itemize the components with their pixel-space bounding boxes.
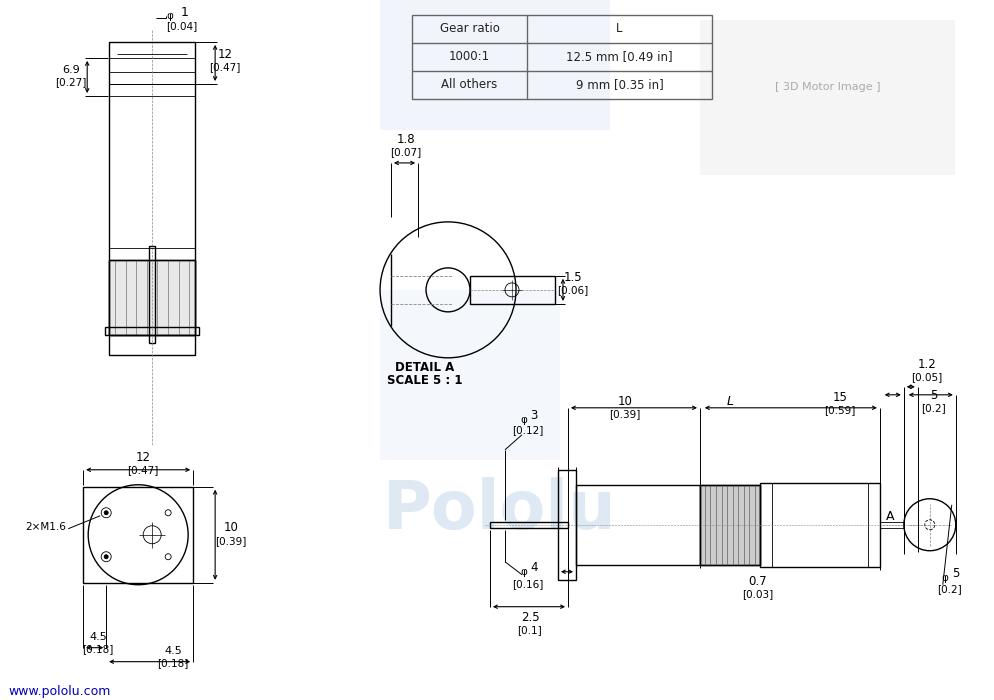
- Text: [0.04]: [0.04]: [166, 21, 198, 31]
- Text: [0.1]: [0.1]: [517, 624, 542, 635]
- Bar: [576, 485, 699, 565]
- Text: 1.8: 1.8: [397, 134, 414, 146]
- Text: 12: 12: [135, 452, 150, 464]
- Bar: [380, 0, 609, 130]
- Text: 5: 5: [951, 567, 958, 580]
- Text: [0.47]: [0.47]: [209, 62, 241, 72]
- Text: [0.2]: [0.2]: [936, 584, 961, 594]
- Text: 12: 12: [218, 48, 233, 62]
- Bar: [699, 20, 954, 175]
- Text: 1.5: 1.5: [563, 272, 581, 284]
- Text: 6.9: 6.9: [63, 65, 80, 75]
- Bar: [558, 470, 576, 580]
- Text: φ: φ: [167, 11, 173, 21]
- Text: φ: φ: [520, 567, 527, 577]
- Text: 5: 5: [929, 389, 936, 402]
- Text: All others: All others: [441, 78, 497, 92]
- Text: [0.2]: [0.2]: [920, 402, 945, 413]
- Text: 1000:1: 1000:1: [448, 50, 490, 64]
- Text: SCALE 5 : 1: SCALE 5 : 1: [387, 374, 462, 387]
- Bar: [412, 15, 711, 99]
- Text: φ: φ: [520, 415, 527, 425]
- Text: Pololu: Pololu: [383, 477, 616, 542]
- Text: 0.7: 0.7: [747, 575, 766, 588]
- Bar: [149, 246, 155, 343]
- Text: L: L: [726, 395, 733, 408]
- Text: 10: 10: [617, 395, 632, 408]
- Text: L: L: [615, 22, 622, 36]
- Text: [0.12]: [0.12]: [512, 425, 543, 435]
- Text: [0.03]: [0.03]: [742, 589, 772, 598]
- Circle shape: [104, 511, 108, 514]
- Text: [ 3D Motor Image ]: [ 3D Motor Image ]: [773, 83, 880, 92]
- Text: [0.47]: [0.47]: [127, 465, 159, 475]
- Text: [0.18]: [0.18]: [83, 644, 113, 654]
- Text: [0.07]: [0.07]: [390, 147, 421, 157]
- Circle shape: [104, 554, 108, 559]
- Text: 1.2: 1.2: [916, 358, 935, 371]
- Text: [0.39]: [0.39]: [608, 409, 640, 419]
- Text: 2.5: 2.5: [520, 611, 539, 624]
- Text: [0.27]: [0.27]: [56, 77, 86, 87]
- Bar: [699, 485, 759, 565]
- Text: [0.18]: [0.18]: [157, 658, 189, 668]
- Bar: [380, 290, 560, 460]
- Text: 1: 1: [180, 6, 188, 20]
- Text: 10: 10: [224, 522, 239, 534]
- Bar: [699, 485, 759, 565]
- Text: 15: 15: [832, 391, 847, 405]
- Bar: [469, 276, 555, 304]
- Text: [0.39]: [0.39]: [216, 536, 247, 546]
- Text: [0.59]: [0.59]: [823, 405, 855, 415]
- Text: 2×M1.6: 2×M1.6: [25, 522, 67, 532]
- Bar: [109, 42, 195, 355]
- Text: 9 mm [0.35 in]: 9 mm [0.35 in]: [575, 78, 663, 92]
- Text: 4.5: 4.5: [164, 645, 182, 656]
- Text: DETAIL A: DETAIL A: [395, 361, 454, 374]
- Bar: [109, 260, 195, 335]
- Text: [0.16]: [0.16]: [512, 579, 543, 589]
- Text: φ: φ: [940, 573, 947, 582]
- Text: [0.05]: [0.05]: [911, 372, 941, 382]
- Text: 3: 3: [530, 410, 537, 422]
- Bar: [105, 327, 199, 335]
- Text: A: A: [885, 510, 894, 523]
- Text: www.pololu.com: www.pololu.com: [8, 685, 110, 698]
- Text: Gear ratio: Gear ratio: [439, 22, 499, 36]
- Text: 4.5: 4.5: [89, 631, 107, 642]
- Bar: [489, 522, 568, 528]
- Text: [0.06]: [0.06]: [557, 285, 588, 295]
- Bar: [759, 483, 879, 567]
- Bar: [109, 260, 195, 335]
- Bar: [83, 486, 193, 582]
- Text: 12.5 mm [0.49 in]: 12.5 mm [0.49 in]: [566, 50, 672, 64]
- Text: 4: 4: [530, 561, 537, 574]
